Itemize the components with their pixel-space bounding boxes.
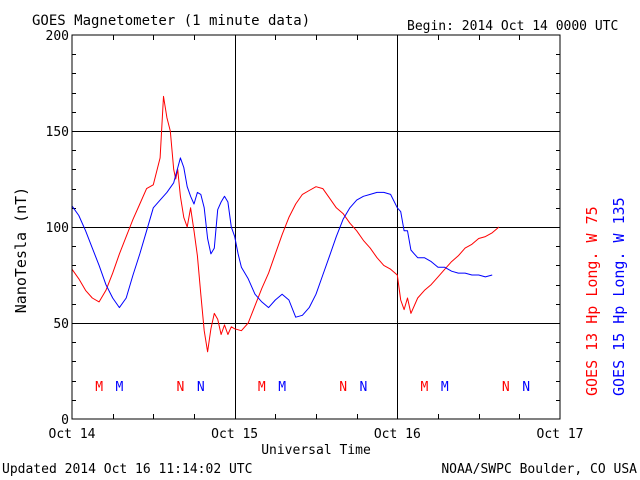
mn-mark: N [197, 380, 205, 395]
x-axis-label: Universal Time [261, 443, 371, 458]
begin-label: Begin: 2014 Oct 14 0000 UTC [407, 19, 618, 34]
mn-mark: N [177, 380, 185, 395]
x-tick-label: Oct 16 [374, 427, 421, 442]
x-tick-label: Oct 14 [49, 427, 96, 442]
y-tick-label: 100 [46, 221, 69, 236]
y-tick-label: 0 [61, 413, 69, 428]
series-lines [71, 95, 500, 353]
x-tick-label: Oct 17 [537, 427, 584, 442]
legend-entry-1: GOES 13 Hp Long. W 75 [583, 206, 601, 396]
updated-label: Updated 2014 Oct 16 11:14:02 UTC [2, 462, 252, 477]
y-tick-label: 200 [46, 29, 69, 44]
x-tick-labels: Oct 14 Oct 15 Oct 16 Oct 17 [49, 427, 584, 442]
mn-mark: M [441, 380, 449, 395]
mn-mark: N [360, 380, 368, 395]
legend-entry-2: GOES 15 Hp Long. W 135 [610, 197, 628, 396]
mn-mark: N [522, 380, 530, 395]
mn-mark: N [502, 380, 510, 395]
y-axis-label: NanoTesla (nT) [12, 187, 30, 313]
plot-frame [71, 34, 561, 420]
mn-mark: M [116, 380, 124, 395]
chart-title: GOES Magnetometer (1 minute data) [32, 13, 310, 29]
x-tick-label: Oct 15 [211, 427, 258, 442]
grid-lines [72, 35, 560, 419]
mn-mark: M [95, 380, 103, 395]
y-tick-labels: 0 50 100 150 200 [46, 29, 69, 428]
mn-mark: M [421, 380, 429, 395]
series-line-2 [71, 157, 493, 318]
source-label: NOAA/SWPC Boulder, CO USA [441, 462, 637, 477]
y-tick-label: 150 [46, 125, 69, 140]
mn-mark: M [278, 380, 286, 395]
mn-mark: N [339, 380, 347, 395]
mn-mark: M [258, 380, 266, 395]
y-tick-label: 50 [53, 317, 69, 332]
series-line-1 [71, 95, 500, 353]
legend: GOES 13 Hp Long. W 75 GOES 15 Hp Long. W … [583, 197, 628, 396]
